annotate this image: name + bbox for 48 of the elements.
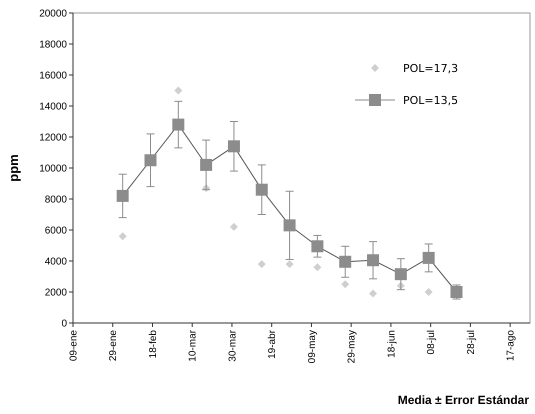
point: [422, 252, 435, 264]
y-tick-label: 4000: [44, 256, 68, 268]
legend-label: POL=17,3: [403, 62, 458, 75]
point: [256, 184, 268, 196]
y-tick-label: 14000: [39, 102, 68, 112]
point: [230, 222, 238, 231]
x-tick-label: 09-ene: [68, 330, 80, 362]
point: [116, 190, 129, 202]
point: [424, 288, 433, 296]
x-tick-label: 08-jul: [426, 330, 438, 354]
x-tick-label: 29-ene: [108, 330, 120, 362]
y-tick-label: 8000: [44, 194, 68, 206]
point: [228, 140, 240, 152]
point: [367, 254, 380, 266]
point: [313, 263, 322, 272]
x-tick-label: 28-jul: [466, 330, 477, 354]
point: [172, 118, 184, 131]
x-tick-label: 17-ago: [506, 330, 517, 362]
y-tick-label: 20000: [39, 8, 68, 20]
x-tick-label: 10-mar: [188, 329, 199, 362]
point: [339, 256, 352, 268]
point: [118, 232, 127, 240]
x-tick-label: 18-feb: [148, 330, 159, 358]
point: [200, 158, 212, 171]
point: [174, 86, 182, 94]
y-axis-title: ppm: [6, 154, 21, 182]
point: [341, 280, 350, 288]
y-tick-label: 16000: [39, 70, 68, 82]
x-tick-label: 19-abr: [267, 329, 278, 359]
y-tick-label: 2000: [44, 288, 68, 298]
point: [286, 260, 294, 268]
y-tick-label: 6000: [44, 226, 68, 236]
text: Media ± Error Estándar: [398, 393, 530, 407]
point: [258, 260, 266, 268]
y-tick-label: 12000: [39, 132, 68, 144]
y-tick-label: 0: [61, 318, 68, 330]
point: [311, 240, 324, 252]
legend-label: POL=13,5: [403, 94, 458, 107]
point: [394, 268, 407, 280]
y-tick-label: 10000: [39, 164, 68, 174]
point: [144, 154, 156, 166]
point: [284, 219, 296, 232]
point: [369, 290, 378, 298]
x-tick-label: 30-mar: [227, 329, 238, 362]
x-tick-label: 09-may: [306, 330, 318, 364]
y-tick-label: 18000: [39, 40, 68, 50]
x-tick-label: 29-may: [346, 330, 358, 364]
x-tick-label: 18-jun: [386, 330, 398, 358]
